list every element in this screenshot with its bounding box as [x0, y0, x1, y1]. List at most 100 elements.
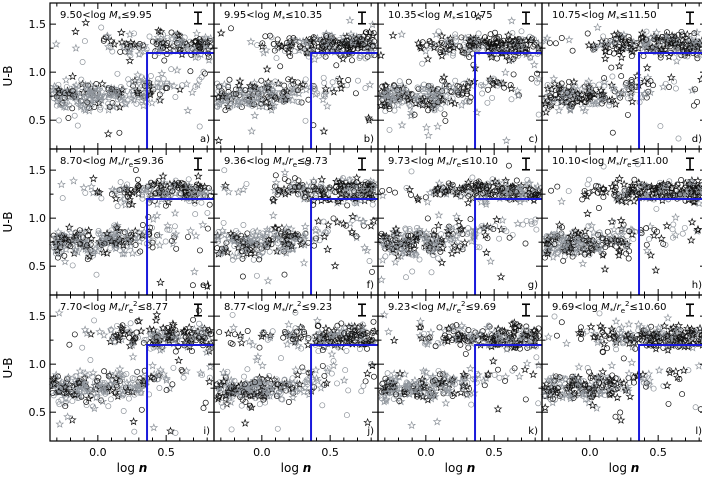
data-point [84, 226, 94, 235]
data-point [399, 91, 409, 101]
data-point [141, 184, 151, 193]
data-point [218, 226, 227, 235]
data-point [256, 256, 263, 263]
data-point [141, 184, 147, 191]
data-point [290, 230, 300, 239]
data-point [566, 100, 573, 107]
data-point [106, 325, 116, 334]
data-point [573, 96, 582, 106]
data-point [282, 97, 289, 104]
data-point [237, 338, 246, 347]
data-point [119, 194, 129, 203]
data-point [471, 35, 477, 42]
data-point [657, 234, 666, 243]
data-point [380, 310, 389, 319]
data-point [106, 103, 113, 110]
data-point [656, 37, 666, 47]
data-point [51, 39, 61, 48]
data-point [281, 82, 288, 89]
data-point [283, 231, 292, 240]
data-point [94, 190, 101, 197]
data-point [368, 182, 378, 191]
data-point [573, 91, 583, 100]
data-point [640, 53, 647, 60]
data-point [86, 90, 95, 99]
data-point [556, 86, 563, 93]
data-point [90, 403, 99, 413]
data-point [154, 26, 163, 35]
data-point [371, 38, 378, 45]
data-point [532, 216, 539, 223]
data-point [97, 104, 104, 111]
data-point [472, 45, 482, 54]
data-point [458, 82, 468, 92]
data-point [105, 101, 115, 110]
data-point [647, 42, 657, 52]
data-point [120, 230, 127, 237]
data-point [326, 184, 333, 191]
data-point [125, 395, 132, 402]
data-point [541, 98, 550, 108]
data-point [278, 355, 284, 362]
data-point [356, 183, 363, 190]
data-point [116, 28, 126, 37]
data-point [165, 179, 175, 189]
data-point [125, 76, 132, 83]
data-point [628, 84, 635, 91]
data-point [332, 198, 342, 207]
data-point [310, 178, 317, 185]
data-point [299, 258, 309, 267]
data-point [664, 32, 674, 42]
data-point [268, 34, 275, 41]
data-point [160, 75, 167, 82]
data-point [287, 76, 297, 85]
data-point [620, 85, 630, 94]
data-point [189, 348, 195, 355]
data-point [342, 43, 352, 53]
data-point [370, 373, 377, 380]
data-point [260, 231, 270, 240]
data-point [520, 221, 527, 228]
data-point [263, 104, 270, 111]
data-point [252, 98, 261, 107]
data-point [135, 190, 141, 196]
data-point [609, 30, 619, 39]
data-point [168, 29, 175, 36]
data-point [323, 190, 330, 197]
data-point [432, 417, 442, 426]
data-point [272, 183, 279, 190]
data-point [87, 241, 94, 248]
data-point [652, 28, 661, 37]
data-point [204, 55, 214, 64]
data-point [114, 322, 120, 329]
data-point [179, 82, 186, 89]
data-point [154, 79, 161, 86]
data-point [133, 70, 143, 79]
data-point [234, 80, 244, 90]
data-point [578, 259, 588, 268]
data-point [104, 84, 111, 91]
data-point [424, 215, 431, 222]
data-point [544, 82, 551, 88]
data-point [466, 98, 473, 105]
data-point [398, 83, 408, 93]
data-point [318, 185, 325, 192]
data-point [97, 93, 104, 100]
data-point [653, 205, 660, 212]
data-point [468, 401, 475, 408]
data-point [71, 93, 78, 100]
data-point [643, 45, 650, 52]
data-point [289, 375, 296, 382]
data-point [435, 255, 442, 262]
data-point [278, 230, 285, 237]
data-point [436, 324, 443, 331]
data-point [330, 261, 340, 270]
data-point [309, 44, 318, 53]
data-point [223, 239, 230, 246]
data-point [235, 76, 245, 85]
data-point [457, 341, 464, 348]
data-point [613, 29, 623, 38]
data-point [91, 317, 98, 324]
data-point [582, 99, 589, 106]
data-point [162, 202, 169, 209]
